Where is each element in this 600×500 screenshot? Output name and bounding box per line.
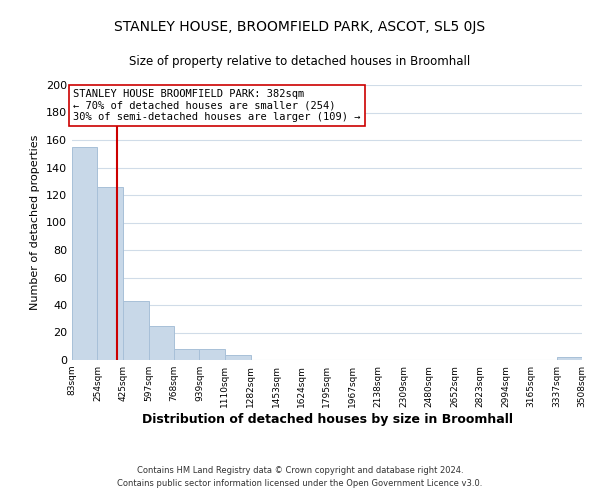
Bar [97, 186, 123, 360]
Bar [225, 354, 251, 360]
Bar [149, 326, 174, 360]
Bar [557, 357, 582, 360]
Text: STANLEY HOUSE, BROOMFIELD PARK, ASCOT, SL5 0JS: STANLEY HOUSE, BROOMFIELD PARK, ASCOT, S… [115, 20, 485, 34]
Bar [174, 349, 199, 360]
Bar [123, 301, 149, 360]
X-axis label: Distribution of detached houses by size in Broomhall: Distribution of detached houses by size … [142, 412, 512, 426]
Text: Size of property relative to detached houses in Broomhall: Size of property relative to detached ho… [130, 55, 470, 68]
Text: Contains HM Land Registry data © Crown copyright and database right 2024.
Contai: Contains HM Land Registry data © Crown c… [118, 466, 482, 487]
Bar [199, 349, 225, 360]
Y-axis label: Number of detached properties: Number of detached properties [31, 135, 40, 310]
Bar [72, 147, 97, 360]
Text: STANLEY HOUSE BROOMFIELD PARK: 382sqm
← 70% of detached houses are smaller (254): STANLEY HOUSE BROOMFIELD PARK: 382sqm ← … [73, 89, 361, 122]
